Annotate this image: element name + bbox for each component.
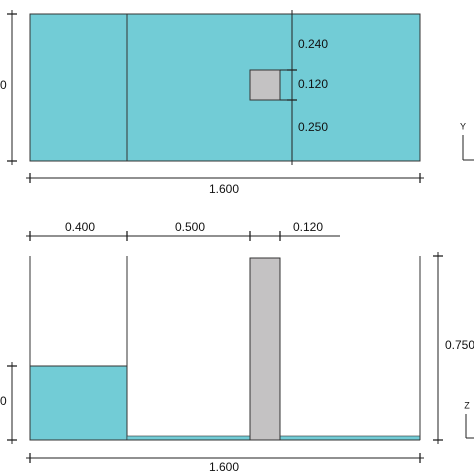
dimension-label: 0: [0, 78, 7, 92]
dimension-label: 0.240: [298, 37, 328, 51]
dimension-label: 1.600: [209, 182, 239, 196]
axis-label: Y: [460, 121, 466, 131]
dimension-label: 0.500: [175, 220, 205, 234]
dimension-label: 0.120: [293, 220, 323, 234]
dimension-label: 0.750: [445, 338, 474, 352]
dimension-label: 0.400: [65, 220, 95, 234]
water-column: [29, 365, 128, 441]
obstacle: [249, 257, 281, 441]
dimension-label: 0.250: [298, 120, 328, 134]
obstacle-plan: [249, 69, 281, 101]
dimension-label: 0.120: [298, 77, 328, 91]
axis-label: Z: [464, 400, 470, 410]
plan-view: 0.240 0.120 0.250 0 1.600 Y: [0, 10, 474, 196]
dimension-label: 0: [0, 394, 7, 408]
dimension-label: 1.600: [209, 460, 239, 474]
elevation-view: 0.400 0.500 0.120 0.750 0 1.600 Z: [0, 220, 474, 474]
tank-plan: [29, 13, 421, 162]
